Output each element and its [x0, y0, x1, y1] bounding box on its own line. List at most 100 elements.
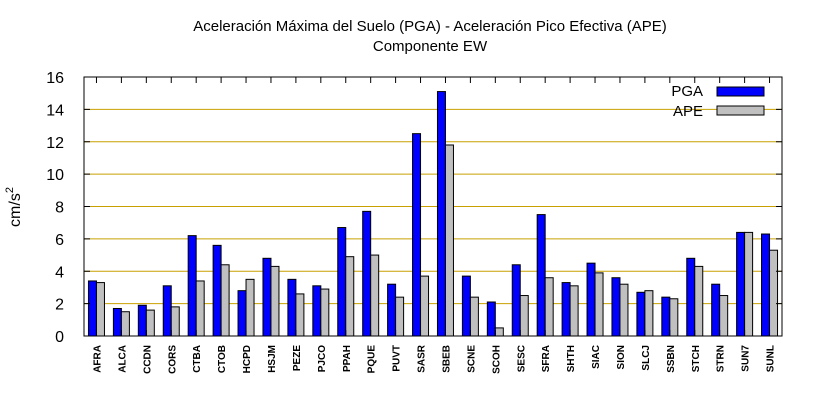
bar-pga-sion [611, 277, 621, 337]
bar-pga-scne [461, 275, 471, 337]
bar-pga-pjco [312, 285, 322, 337]
bar-pga-ctob [212, 244, 222, 337]
y-tick-label: 4 [55, 264, 64, 281]
bar-pga-sbeb [436, 91, 446, 337]
x-tick-label: CCDN [142, 345, 153, 374]
legend-label-ape: APE [673, 103, 703, 120]
x-tick-label: PUVT [392, 345, 403, 372]
bar-ape-scne [469, 296, 479, 337]
bar-pga-ctba [187, 235, 197, 337]
bar-ape-sun7 [744, 231, 754, 337]
bar-ape-pque [370, 254, 380, 337]
x-tick-label: PEZE [292, 345, 303, 371]
y-axis-label: cm/s2 [4, 187, 24, 227]
bar-ape-afra [95, 282, 105, 337]
y-tick-label: 16 [46, 70, 64, 87]
x-tick-label: SBEB [441, 345, 452, 373]
bar-ape-sesc [519, 295, 529, 337]
bar-pga-scoh [486, 301, 496, 337]
y-tick-label: 12 [46, 135, 64, 152]
x-tick-label: PJCO [317, 345, 328, 372]
y-tick-labels: 0 2 4 6 8 10 12 14 16 [46, 70, 64, 346]
x-tick-label: HSJM [267, 345, 278, 373]
chart-subtitle: Componente EW [373, 38, 488, 55]
x-tick-label: AFRA [92, 345, 103, 373]
legend-swatch-pga [716, 86, 765, 97]
bar-pga-shth [561, 282, 571, 337]
bar-ape-sunl [769, 249, 779, 337]
bar-ape-ssbn [669, 298, 679, 337]
bar-ape-sasr [420, 275, 430, 337]
bar-pga-ppah [337, 227, 347, 337]
y-tick-label: 8 [55, 200, 64, 217]
bar-ape-shth [569, 285, 579, 337]
axis-ticks [84, 76, 782, 337]
bar-pga-slcj [636, 291, 646, 337]
bar-pga-siac [586, 262, 596, 337]
y-tick-label: 2 [55, 297, 64, 314]
bar-ape-siac [594, 272, 604, 337]
bar-pga-ssbn [661, 296, 671, 337]
legend: PGA APE [671, 83, 765, 120]
x-tick-label: SUN7 [741, 345, 752, 372]
x-tick-label: HCPD [242, 345, 253, 373]
bar-ape-sbeb [444, 144, 454, 337]
x-tick-label: SION [616, 345, 627, 369]
x-tick-label: STCH [691, 345, 702, 372]
bar-ape-ctba [195, 280, 205, 337]
y-axis-label-unit: cm/s [7, 193, 24, 227]
bar-ape-strn [719, 295, 729, 337]
bar-pga-sun7 [736, 231, 746, 337]
y-tick-label: 14 [46, 102, 64, 119]
bar-ape-alca [120, 311, 130, 337]
x-tick-label: SASR [417, 344, 428, 373]
x-tick-label: ALCA [117, 345, 128, 373]
bar-ape-cors [170, 306, 180, 337]
x-tick-label: PPAH [342, 345, 353, 372]
x-tick-label: PQUE [367, 345, 378, 374]
legend-swatch-ape [716, 105, 765, 116]
bar-pga-hcpd [237, 290, 247, 337]
grid-lines [84, 108, 782, 305]
chart-title: Aceleración Máxima del Suelo (PGA) - Ace… [193, 18, 667, 35]
legend-label-pga: PGA [671, 83, 703, 100]
bar-ape-ppah [345, 256, 355, 337]
bar-pga-hsjm [262, 257, 272, 337]
bars-group [87, 91, 779, 337]
y-tick-label: 0 [55, 329, 64, 346]
bar-ape-pjco [320, 288, 330, 337]
bar-pga-sesc [511, 264, 521, 337]
bar-pga-strn [711, 283, 721, 337]
bar-pga-afra [87, 280, 97, 337]
bar-ape-slcj [644, 290, 654, 337]
x-tick-label: CTBA [192, 345, 203, 373]
bar-ape-puvt [395, 296, 405, 337]
x-tick-label: SESC [516, 345, 527, 372]
x-tick-label: SFRA [541, 345, 552, 372]
bar-ape-sion [619, 283, 629, 337]
bar-pga-sfra [536, 214, 546, 337]
bar-ape-hsjm [270, 265, 280, 337]
bar-pga-alca [112, 307, 122, 337]
bar-pga-sasr [412, 133, 422, 337]
bar-pga-peze [287, 278, 297, 337]
bar-ape-ccdn [145, 309, 155, 337]
bar-pga-sunl [761, 233, 771, 337]
x-tick-label: CTOB [217, 345, 228, 373]
x-tick-label: SIAC [591, 345, 602, 369]
bar-ape-stch [694, 265, 704, 337]
y-tick-label: 6 [55, 232, 64, 249]
x-tick-label: SCOH [491, 345, 502, 374]
y-axis-label-exponent: 2 [4, 187, 16, 193]
x-tick-label: CORS [167, 345, 178, 374]
bar-ape-ctob [220, 264, 230, 337]
bar-pga-ccdn [137, 304, 147, 337]
x-tick-label: SLCJ [641, 345, 652, 371]
bar-ape-sfra [544, 277, 554, 337]
x-tick-label: SHTH [566, 345, 577, 372]
x-tick-labels: AFRA ALCA CCDN CORS CTBA CTOB HCPD HSJM PEZE PJCO… [92, 344, 776, 374]
bar-pga-puvt [387, 283, 397, 337]
bar-ape-hcpd [245, 278, 255, 337]
bar-ape-scoh [494, 327, 504, 337]
